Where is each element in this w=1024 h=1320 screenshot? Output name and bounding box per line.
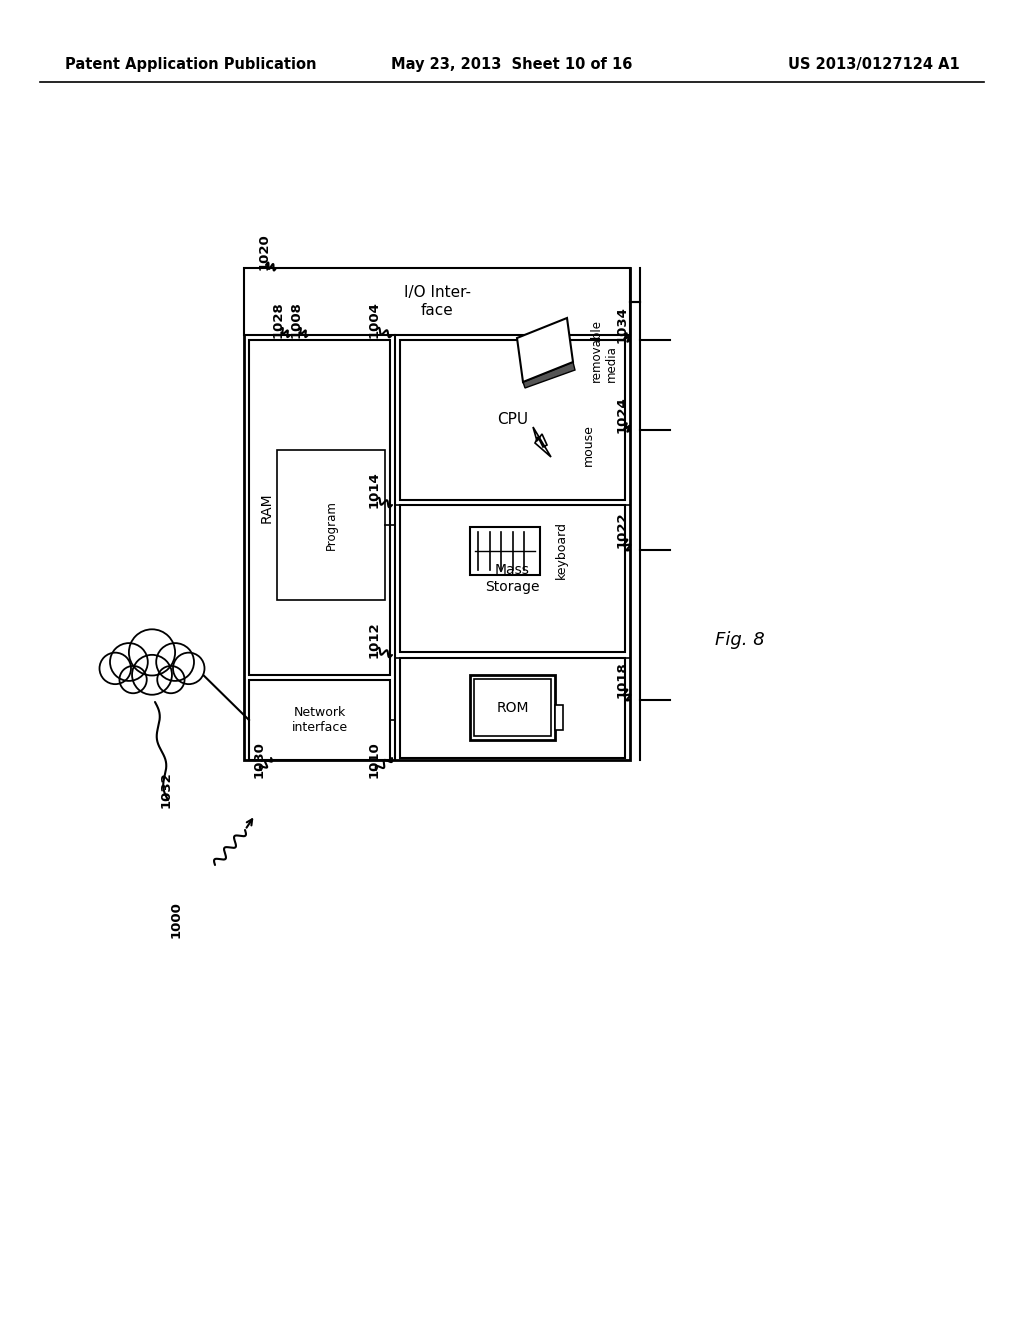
Text: ROM: ROM bbox=[497, 701, 528, 715]
Polygon shape bbox=[523, 362, 575, 388]
Circle shape bbox=[173, 652, 205, 684]
Bar bbox=[470, 527, 540, 576]
Bar bbox=[249, 341, 390, 675]
Text: 1024: 1024 bbox=[616, 396, 629, 433]
Text: 1012: 1012 bbox=[368, 622, 381, 659]
Text: 1032: 1032 bbox=[160, 772, 173, 808]
Text: RAM: RAM bbox=[260, 492, 274, 523]
Text: Mass
Storage: Mass Storage bbox=[485, 564, 540, 594]
Circle shape bbox=[99, 652, 131, 684]
Bar bbox=[400, 341, 625, 500]
Text: removable
media: removable media bbox=[590, 318, 618, 381]
Bar bbox=[249, 680, 390, 760]
Text: CPU: CPU bbox=[497, 412, 528, 428]
Text: 1020: 1020 bbox=[258, 234, 271, 271]
Bar bbox=[474, 678, 551, 737]
Text: Fig. 8: Fig. 8 bbox=[715, 631, 765, 649]
Bar bbox=[470, 675, 555, 741]
Text: Patent Application Publication: Patent Application Publication bbox=[65, 58, 316, 73]
Circle shape bbox=[158, 667, 184, 693]
Text: Program: Program bbox=[325, 500, 338, 550]
Polygon shape bbox=[517, 318, 573, 381]
Bar bbox=[244, 268, 630, 335]
Text: 1022: 1022 bbox=[616, 512, 629, 548]
Text: US 2013/0127124 A1: US 2013/0127124 A1 bbox=[788, 58, 961, 73]
Text: Network
interface: Network interface bbox=[292, 706, 347, 734]
Circle shape bbox=[157, 643, 194, 681]
Text: I/O Inter-
face: I/O Inter- face bbox=[403, 285, 470, 318]
Text: 1014: 1014 bbox=[368, 471, 381, 508]
Text: 1028: 1028 bbox=[272, 302, 285, 338]
Text: mouse: mouse bbox=[582, 424, 595, 466]
Text: 1018: 1018 bbox=[616, 661, 629, 698]
Text: 1010: 1010 bbox=[368, 742, 381, 779]
Text: 1034: 1034 bbox=[616, 306, 629, 343]
Bar bbox=[278, 450, 385, 601]
Circle shape bbox=[129, 630, 175, 676]
Text: 1004: 1004 bbox=[368, 301, 381, 338]
Bar bbox=[400, 506, 625, 652]
Text: keyboard: keyboard bbox=[555, 521, 568, 579]
Text: May 23, 2013  Sheet 10 of 16: May 23, 2013 Sheet 10 of 16 bbox=[391, 58, 633, 73]
Bar bbox=[555, 705, 563, 730]
Text: 1008: 1008 bbox=[290, 301, 303, 338]
Text: 1000: 1000 bbox=[170, 902, 183, 939]
Text: Network: Network bbox=[126, 660, 178, 673]
Bar bbox=[244, 268, 630, 760]
Circle shape bbox=[120, 667, 146, 693]
Bar bbox=[400, 657, 625, 758]
Circle shape bbox=[110, 643, 147, 681]
Circle shape bbox=[132, 655, 172, 694]
Text: 1030: 1030 bbox=[253, 742, 266, 779]
Polygon shape bbox=[534, 426, 551, 457]
